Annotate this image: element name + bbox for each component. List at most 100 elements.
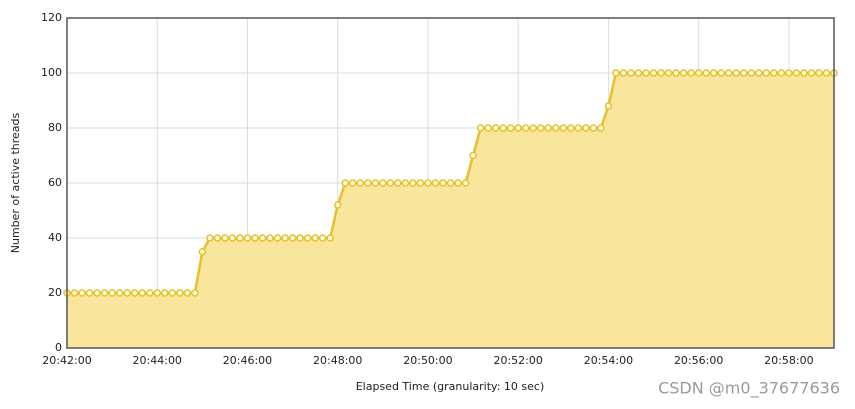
point	[747, 69, 756, 77]
point	[461, 179, 470, 187]
point	[394, 179, 402, 187]
point	[454, 179, 462, 187]
x-tick-label: 20:52:00	[493, 354, 542, 367]
point	[815, 69, 823, 77]
point	[484, 124, 492, 132]
point	[807, 69, 816, 77]
y-tick-label: 80	[48, 121, 62, 134]
point	[176, 289, 184, 297]
point	[672, 69, 680, 77]
point	[379, 179, 387, 187]
point	[311, 234, 319, 242]
point	[694, 69, 703, 77]
point	[93, 289, 101, 297]
point	[717, 69, 725, 77]
point	[296, 234, 304, 242]
point	[476, 124, 485, 132]
point	[777, 69, 786, 77]
point	[785, 69, 793, 77]
point	[491, 124, 500, 132]
point	[123, 289, 131, 297]
x-tick-label: 20:58:00	[764, 354, 813, 367]
point	[228, 234, 237, 242]
point	[567, 124, 575, 132]
point	[138, 289, 146, 297]
point	[130, 289, 139, 297]
point	[574, 124, 583, 132]
point	[589, 124, 598, 132]
point	[740, 69, 748, 77]
point	[514, 124, 522, 132]
point	[439, 179, 447, 187]
point	[724, 69, 733, 77]
point	[364, 179, 372, 187]
point	[115, 289, 124, 297]
point	[191, 289, 199, 297]
point	[702, 69, 710, 77]
point	[800, 69, 808, 77]
x-axis-label: Elapsed Time (granularity: 10 sec)	[356, 380, 545, 393]
point	[679, 69, 688, 77]
point	[506, 124, 515, 132]
point	[206, 234, 214, 242]
point	[755, 69, 763, 77]
point	[424, 179, 432, 187]
point	[273, 234, 282, 242]
point	[544, 124, 553, 132]
point	[341, 179, 349, 187]
point	[822, 69, 831, 77]
point	[529, 124, 537, 132]
y-tick-label: 120	[41, 11, 62, 24]
point	[552, 124, 560, 132]
point	[416, 179, 425, 187]
point	[145, 289, 154, 297]
watermark: CSDN @m0_37677636	[658, 379, 840, 399]
point	[183, 289, 192, 297]
point	[559, 124, 568, 132]
point	[469, 151, 477, 160]
point	[409, 179, 417, 187]
point	[386, 179, 395, 187]
point	[582, 124, 590, 132]
point	[499, 124, 507, 132]
point	[198, 248, 207, 256]
x-tick-label: 20:56:00	[674, 354, 723, 367]
point	[251, 234, 259, 242]
y-tick-label: 40	[48, 231, 62, 244]
plot-border	[66, 17, 835, 349]
point	[401, 179, 410, 187]
point	[792, 69, 801, 77]
y-tick-label: 60	[48, 176, 62, 189]
point	[168, 289, 177, 297]
point	[431, 179, 440, 187]
point	[100, 289, 109, 297]
x-tick-label: 20:50:00	[403, 354, 452, 367]
y-axis-label: Number of active threads	[9, 112, 22, 253]
x-tick-label: 20:54:00	[584, 354, 633, 367]
point	[243, 234, 252, 242]
y-tick-label: 0	[55, 341, 62, 354]
point	[446, 179, 455, 187]
point	[213, 234, 222, 242]
y-tick-label: 20	[48, 286, 62, 299]
y-tick-label: 100	[41, 66, 62, 79]
point	[85, 289, 94, 297]
point	[371, 179, 380, 187]
point	[536, 124, 545, 132]
point	[318, 234, 327, 242]
point	[687, 69, 695, 77]
point	[604, 102, 613, 110]
point	[709, 69, 718, 77]
point	[642, 69, 650, 77]
point	[634, 69, 643, 77]
point	[281, 234, 289, 242]
point	[266, 234, 274, 242]
point	[649, 69, 658, 77]
point	[521, 124, 530, 132]
point	[597, 124, 605, 132]
point	[70, 289, 79, 297]
x-tick-label: 20:44:00	[133, 354, 182, 367]
point	[356, 179, 365, 187]
point	[288, 234, 297, 242]
